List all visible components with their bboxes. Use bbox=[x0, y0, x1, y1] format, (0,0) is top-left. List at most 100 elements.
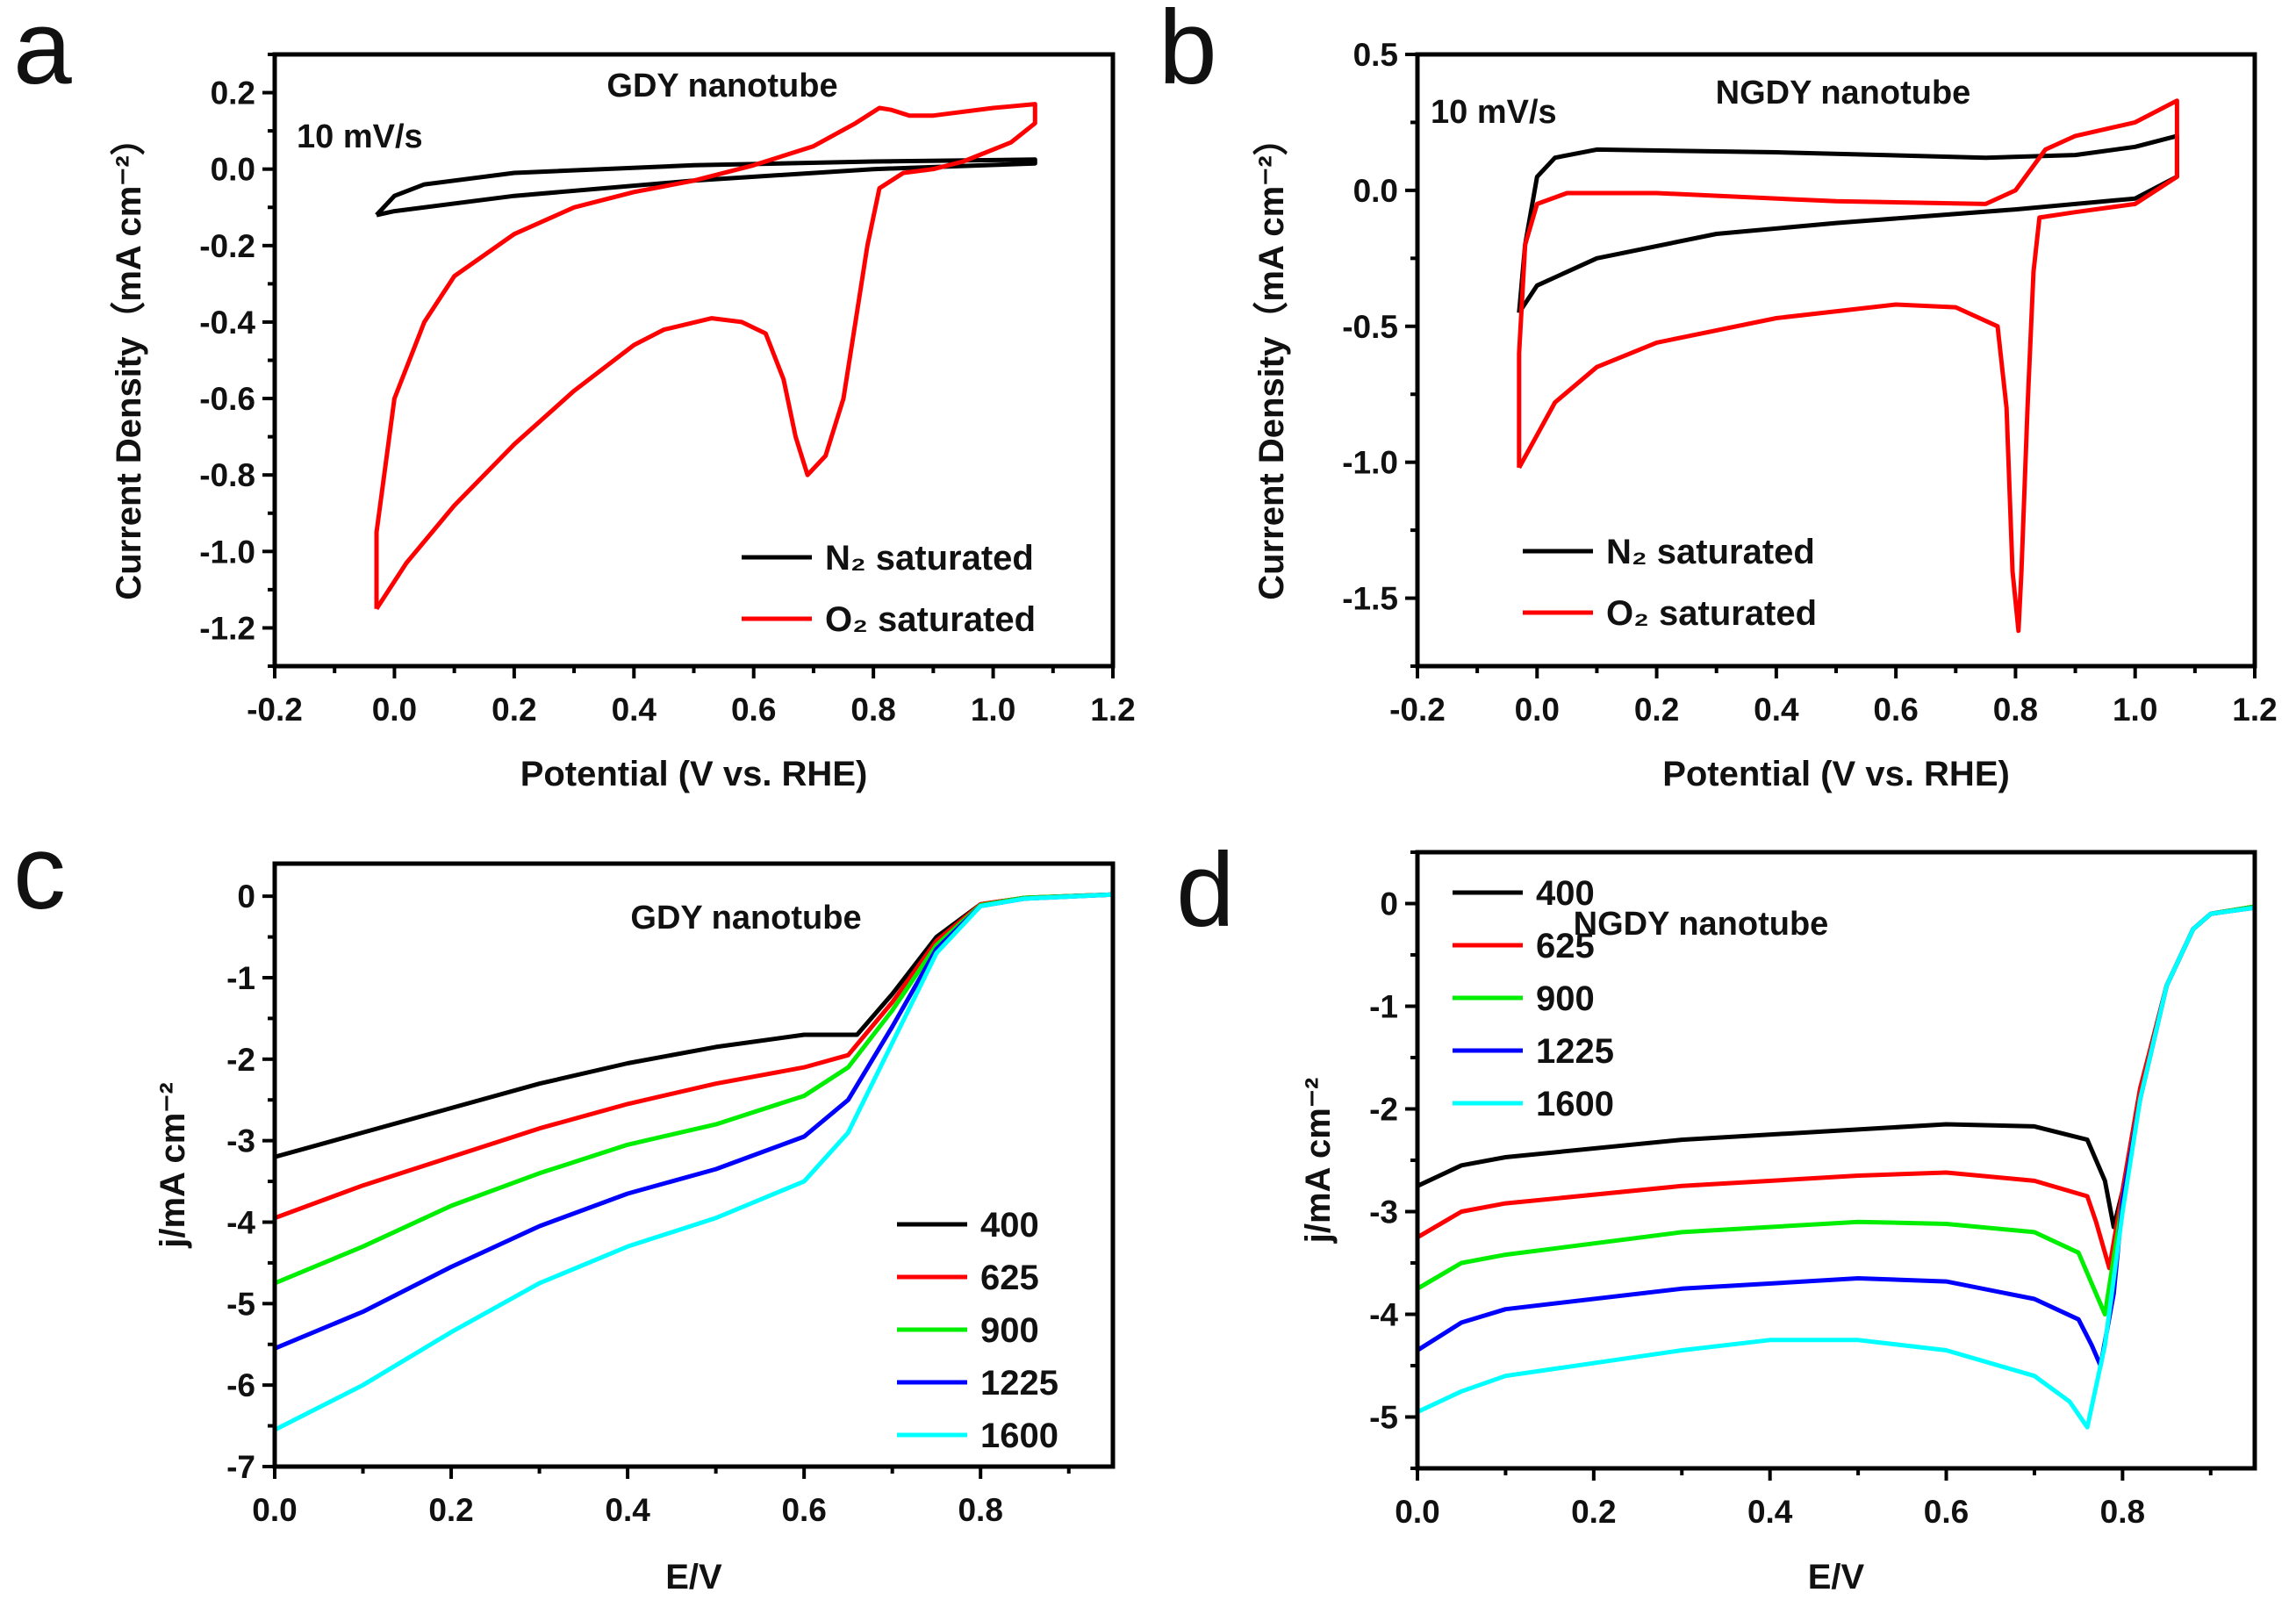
x-tick-label: 0.0 bbox=[252, 1492, 297, 1528]
legend-label: O₂ saturated bbox=[1606, 594, 1817, 633]
panel-a: a -0.2 0.0 0.2 0.4 0.6 0.8 1.0 1.2 -1.2 -1.0 -0.8 -0… bbox=[13, 0, 1136, 793]
legend-label: N₂ saturated bbox=[1606, 533, 1815, 571]
y-tick-label: -1.2 bbox=[199, 610, 255, 646]
y-tick-label: -3 bbox=[226, 1123, 255, 1159]
legend-label: N₂ saturated bbox=[825, 539, 1034, 578]
x-tick-label: 0.2 bbox=[428, 1492, 473, 1528]
scan-rate-annotation: 10 mV/s bbox=[1431, 94, 1557, 131]
y-tick-label: 0 bbox=[237, 879, 255, 915]
x-axis-label: E/V bbox=[1808, 1558, 1865, 1596]
legend: N₂ saturated O₂ saturated bbox=[1523, 533, 1817, 633]
x-tick-label: -0.2 bbox=[247, 692, 303, 728]
x-tick-label: 1.2 bbox=[1090, 692, 1135, 728]
x-tick-label: 1.0 bbox=[971, 692, 1015, 728]
panel-letter: b bbox=[1159, 0, 1217, 106]
y-tick-label: -0.8 bbox=[199, 457, 255, 493]
y-tick-label: 0.2 bbox=[211, 75, 255, 111]
y-tick-label: -7 bbox=[226, 1449, 255, 1485]
x-tick-label: 0.8 bbox=[850, 692, 895, 728]
x-tick-label: 0.4 bbox=[1754, 692, 1799, 728]
y-tick-label: -5 bbox=[226, 1286, 255, 1322]
legend-label: 1600 bbox=[980, 1417, 1058, 1455]
series-line-Osaturated bbox=[374, 102, 1037, 611]
y-tick-label: -1 bbox=[226, 960, 255, 996]
legend-label: 400 bbox=[980, 1206, 1039, 1245]
series-line-1600 bbox=[1417, 905, 2255, 1430]
panel-letter: c bbox=[13, 814, 66, 931]
panel-c: c 0.0 0.2 0.4 0.6 0.8 -7 -6 -5 -4 -3 -2 -1 0 E/V j/mA c… bbox=[13, 814, 1116, 1596]
legend: 400 625 900 1225 1600 bbox=[897, 1206, 1058, 1455]
panel-title: NGDY nanotube bbox=[1716, 75, 1971, 111]
series-line-Nsaturated bbox=[375, 157, 1037, 218]
y-axis-label: Current Density（mA cm⁻²） bbox=[1252, 120, 1291, 599]
y-tick-label: -3 bbox=[1369, 1194, 1398, 1230]
series-line-625 bbox=[275, 892, 1113, 1221]
panel-letter: a bbox=[13, 0, 72, 106]
y-axis-label: j/mA cm⁻² bbox=[154, 1082, 192, 1249]
y-tick-label: -6 bbox=[226, 1367, 255, 1403]
y-tick-label: -2 bbox=[1369, 1092, 1398, 1128]
x-tick-label: 0.4 bbox=[1747, 1494, 1793, 1530]
panel-letter: d bbox=[1176, 831, 1235, 949]
y-axis-label: j/mA cm⁻² bbox=[1299, 1078, 1338, 1245]
y-tick-label: -0.5 bbox=[1342, 309, 1398, 345]
x-tick-label: 0.0 bbox=[1395, 1494, 1439, 1530]
y-tick-label: -0.6 bbox=[199, 381, 255, 417]
x-tick-label: 0.8 bbox=[2100, 1494, 2145, 1530]
x-tick-label: 0.8 bbox=[958, 1492, 1002, 1528]
plot-frame bbox=[272, 861, 1116, 1469]
x-tick-label: 0.6 bbox=[731, 692, 776, 728]
series-line-Nsaturated bbox=[1517, 133, 2179, 314]
y-tick-label: -4 bbox=[226, 1204, 255, 1240]
scan-rate-annotation: 10 mV/s bbox=[297, 118, 423, 155]
x-tick-label: 0.8 bbox=[1993, 692, 2038, 728]
legend: 400 625 900 1225 1600 bbox=[1453, 874, 1614, 1123]
legend-label: 1225 bbox=[980, 1364, 1058, 1403]
x-axis-label: Potential (V vs. RHE) bbox=[1662, 755, 2010, 793]
panel-title: GDY nanotube bbox=[606, 68, 837, 104]
legend-label: 625 bbox=[1536, 927, 1595, 965]
legend-label: 1225 bbox=[1536, 1032, 1614, 1071]
x-tick-label: 1.2 bbox=[2232, 692, 2277, 728]
legend-label: 1600 bbox=[1536, 1085, 1614, 1123]
y-tick-label: -1.0 bbox=[199, 534, 255, 570]
legend-label: 900 bbox=[1536, 979, 1595, 1018]
x-tick-label: 0.2 bbox=[1634, 692, 1679, 728]
y-tick-label: -5 bbox=[1369, 1400, 1398, 1436]
x-tick-label: 0.2 bbox=[1571, 1494, 1616, 1530]
panel-title: NGDY nanotube bbox=[1574, 906, 1829, 943]
panel-title: GDY nanotube bbox=[630, 900, 861, 936]
y-tick-label: 0.0 bbox=[1353, 173, 1398, 209]
panel-d: d 0.0 0.2 0.4 0.6 0.8 -5 -4 -3 -2 -1 0 E/V j/mA cm⁻² N… bbox=[1176, 831, 2257, 1596]
x-tick-label: 0.0 bbox=[372, 692, 417, 728]
panel-b: b -0.2 0.0 0.2 0.4 0.6 0.8 1.0 1.2 -1.5 -1.0 -0.5 0.… bbox=[1159, 0, 2278, 793]
x-tick-label: 0.4 bbox=[605, 1492, 650, 1528]
y-tick-label: -2 bbox=[226, 1042, 255, 1078]
y-tick-label: -1.0 bbox=[1342, 445, 1398, 481]
legend-label: 625 bbox=[980, 1259, 1039, 1297]
y-axis-label: Current Density（mA cm⁻²） bbox=[110, 120, 148, 599]
y-tick-label: 0.0 bbox=[211, 152, 255, 188]
legend-label: 900 bbox=[980, 1311, 1039, 1350]
x-tick-label: 0.6 bbox=[1924, 1494, 1969, 1530]
y-tick-label: 0.5 bbox=[1353, 37, 1398, 73]
x-tick-label: 0.6 bbox=[1873, 692, 1918, 728]
y-tick-label: 0 bbox=[1380, 886, 1398, 922]
y-tick-label: -0.2 bbox=[199, 228, 255, 264]
series-line-Osaturated bbox=[1517, 98, 2179, 634]
y-tick-label: -1 bbox=[1369, 989, 1398, 1025]
x-tick-label: -0.2 bbox=[1389, 692, 1446, 728]
legend-label: O₂ saturated bbox=[825, 600, 1036, 639]
x-tick-label: 0.4 bbox=[612, 692, 657, 728]
x-tick-label: 0.6 bbox=[781, 1492, 826, 1528]
x-axis-label: Potential (V vs. RHE) bbox=[520, 755, 868, 793]
series-line-1600 bbox=[275, 892, 1113, 1432]
x-tick-label: 0.2 bbox=[491, 692, 536, 728]
legend-label: 400 bbox=[1536, 874, 1595, 913]
x-tick-label: 0.0 bbox=[1515, 692, 1560, 728]
series-line-1225 bbox=[1417, 905, 2255, 1368]
y-tick-label: -4 bbox=[1369, 1297, 1398, 1333]
x-tick-label: 1.0 bbox=[2113, 692, 2157, 728]
x-axis-label: E/V bbox=[665, 1558, 722, 1596]
